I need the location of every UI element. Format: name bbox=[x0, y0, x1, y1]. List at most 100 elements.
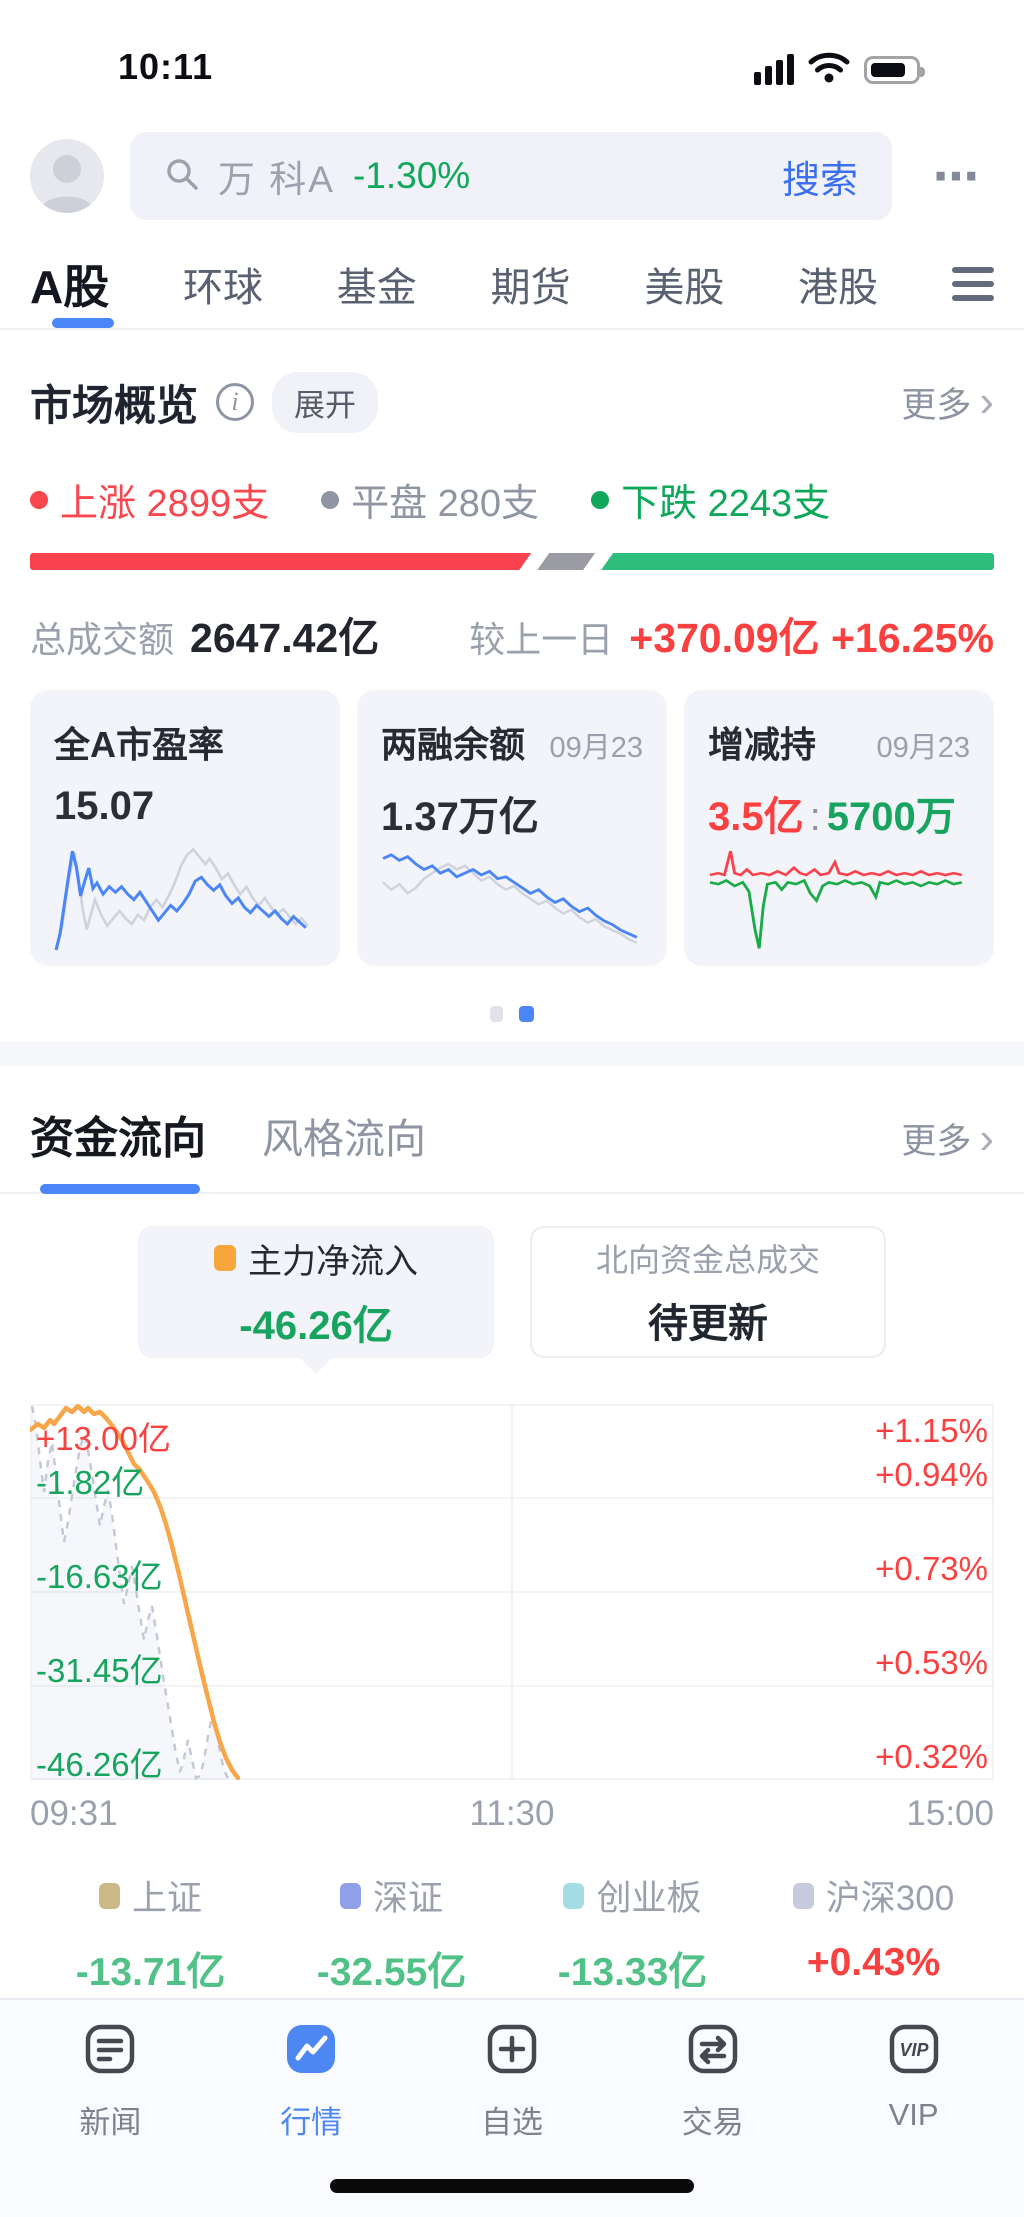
nav-label: 自选 bbox=[480, 2105, 543, 2140]
hamburger-icon[interactable] bbox=[951, 263, 994, 305]
signal-icon bbox=[754, 54, 794, 85]
svg-text:VIP: VIP bbox=[899, 2040, 929, 2060]
status-bar: 10:11 bbox=[0, 0, 1024, 100]
card-date: 09月23 bbox=[549, 732, 643, 764]
x-tick-close: 15:00 bbox=[906, 1794, 994, 1833]
page-dot-1[interactable] bbox=[490, 1006, 503, 1022]
y-left-tick: +13.00亿 bbox=[36, 1420, 171, 1457]
wifi-icon bbox=[808, 51, 850, 88]
swatch-icon bbox=[792, 1882, 814, 1909]
avatar[interactable] bbox=[30, 139, 104, 213]
legend-value: -13.33亿 bbox=[557, 1951, 708, 1994]
more-menu-icon[interactable]: ⋯ bbox=[933, 150, 979, 202]
nav-trade[interactable]: 交易 bbox=[643, 2020, 783, 2217]
y-left-tick: -1.82亿 bbox=[36, 1464, 145, 1501]
card-value: 15.07 bbox=[54, 784, 155, 828]
flow-chart-canvas bbox=[30, 1404, 994, 1780]
breadth-bar-flat bbox=[537, 553, 595, 570]
flow-more-link[interactable]: 更多 › bbox=[901, 1113, 994, 1164]
search-input[interactable]: 万 科A -1.30% 搜索 bbox=[130, 132, 892, 220]
index-legend: 上证 -13.71亿 深证 -32.55亿 创业板 -13.33亿 沪深300 … bbox=[0, 1870, 1024, 1997]
tab-style-flow[interactable]: 风格流向 bbox=[262, 1116, 426, 1162]
turnover-row: 总成交额 2647.42亿 较上一日 +370.09亿 +16.25% bbox=[0, 604, 1024, 664]
red-dot-icon bbox=[30, 490, 48, 509]
nav-watchlist[interactable]: 自选 bbox=[442, 2020, 582, 2217]
card-value: 3.5亿:5700万 bbox=[708, 784, 970, 842]
sparkline-chart bbox=[54, 847, 309, 951]
overview-more-link[interactable]: 更多 › bbox=[901, 377, 994, 428]
legend-name: 沪深300 bbox=[825, 1879, 955, 1918]
news-icon bbox=[81, 2020, 139, 2083]
nav-label: 行情 bbox=[280, 2105, 343, 2140]
tab-futures[interactable]: 期货 bbox=[490, 266, 571, 310]
vip-icon: VIP bbox=[885, 2020, 943, 2083]
breadth-bar bbox=[30, 553, 994, 570]
stat-unchanged: 平盘 280支 bbox=[321, 472, 539, 527]
turnover-label: 总成交额 bbox=[30, 619, 175, 660]
y-right-tick: +1.15% bbox=[875, 1412, 988, 1449]
header: 万 科A -1.30% 搜索 ⋯ bbox=[0, 128, 1024, 224]
quotes-icon bbox=[282, 2020, 340, 2083]
status-icons bbox=[754, 51, 925, 88]
legend-chinext[interactable]: 创业板 -13.33亿 bbox=[512, 1870, 753, 1997]
tab-fund-flow[interactable]: 资金流向 bbox=[30, 1114, 206, 1163]
breadth-stats: 上涨 2899支 平盘 280支 下跌 2243支 bbox=[0, 472, 1024, 527]
legend-name: 上证 bbox=[131, 1879, 202, 1918]
search-hint-change: -1.30% bbox=[352, 155, 471, 196]
card-title: 两融余额 bbox=[381, 724, 526, 765]
more-label: 更多 bbox=[901, 385, 972, 425]
chevron-right-icon: › bbox=[979, 377, 994, 426]
search-icon bbox=[164, 156, 200, 197]
y-left-tick: -31.45亿 bbox=[36, 1652, 163, 1689]
card-value: 1.37万亿 bbox=[381, 795, 539, 839]
tab-global[interactable]: 环球 bbox=[183, 266, 264, 310]
tab-a-shares[interactable]: A股 bbox=[30, 261, 110, 313]
northbound-value: 待更新 bbox=[648, 1302, 768, 1346]
tab-hk-stocks[interactable]: 港股 bbox=[798, 266, 879, 310]
legend-hs300[interactable]: 沪深300 +0.43% bbox=[753, 1870, 994, 1997]
northbound-label: 北向资金总成交 bbox=[595, 1242, 820, 1278]
sparkline-chart bbox=[382, 853, 638, 944]
card-title: 增减持 bbox=[708, 724, 817, 765]
legend-shanghai[interactable]: 上证 -13.71亿 bbox=[30, 1870, 271, 1997]
legend-name: 深证 bbox=[372, 1879, 443, 1918]
decliners-text: 下跌 2243支 bbox=[621, 483, 831, 525]
main-inflow-chip[interactable]: 主力净流入 -46.26亿 bbox=[138, 1226, 494, 1358]
flow-section-header: 资金流向 风格流向 更多 › bbox=[0, 1066, 1024, 1194]
active-tab-underline bbox=[52, 318, 114, 328]
y-right-tick: +0.73% bbox=[875, 1550, 988, 1587]
y-left-tick: -46.26亿 bbox=[36, 1746, 163, 1783]
flow-chart[interactable]: +13.00亿 -1.82亿 -16.63亿 -31.45亿 -46.26亿 +… bbox=[30, 1404, 994, 1783]
main-inflow-value: -46.26亿 bbox=[239, 1303, 393, 1348]
card-margin-balance[interactable]: 两融余额 09月23 1.37万亿 bbox=[357, 690, 667, 966]
page-dot-2-active[interactable] bbox=[519, 1006, 534, 1022]
info-icon[interactable]: i bbox=[216, 383, 255, 421]
stat-decliners: 下跌 2243支 bbox=[591, 472, 830, 527]
nav-vip[interactable]: VIP VIP bbox=[844, 2020, 984, 2217]
tab-us-stocks[interactable]: 美股 bbox=[644, 266, 725, 310]
home-indicator[interactable] bbox=[330, 2179, 694, 2193]
nav-news[interactable]: 新闻 bbox=[40, 2020, 180, 2217]
legend-shenzhen[interactable]: 深证 -32.55亿 bbox=[271, 1870, 512, 1997]
x-tick-open: 09:31 bbox=[30, 1794, 118, 1833]
vs-yesterday-value: +370.09亿 +16.25% bbox=[629, 615, 994, 661]
card-holdings-change[interactable]: 增减持 09月23 3.5亿:5700万 bbox=[684, 690, 994, 966]
swatch-icon bbox=[563, 1882, 585, 1909]
tab-funds[interactable]: 基金 bbox=[336, 266, 417, 310]
card-title: 全A市盈率 bbox=[54, 724, 224, 765]
market-tabs: A股 环球 基金 期货 美股 港股 bbox=[0, 240, 1024, 330]
flow-chips: 主力净流入 -46.26亿 北向资金总成交 待更新 bbox=[0, 1226, 1024, 1358]
expand-button[interactable]: 展开 bbox=[272, 371, 379, 433]
transfer-icon bbox=[684, 2020, 742, 2083]
chevron-right-icon: › bbox=[979, 1113, 994, 1163]
nav-quotes[interactable]: 行情 bbox=[241, 2020, 381, 2217]
green-dot-icon bbox=[591, 490, 610, 509]
search-button[interactable]: 搜索 bbox=[781, 159, 858, 202]
card-pe-ratio[interactable]: 全A市盈率 15.07 bbox=[30, 690, 340, 966]
swatch-icon bbox=[339, 1882, 361, 1909]
main-inflow-label: 主力净流入 bbox=[248, 1242, 418, 1281]
breadth-bar-down bbox=[601, 553, 994, 570]
unchanged-text: 平盘 280支 bbox=[351, 483, 540, 525]
northbound-chip[interactable]: 北向资金总成交 待更新 bbox=[530, 1226, 886, 1358]
